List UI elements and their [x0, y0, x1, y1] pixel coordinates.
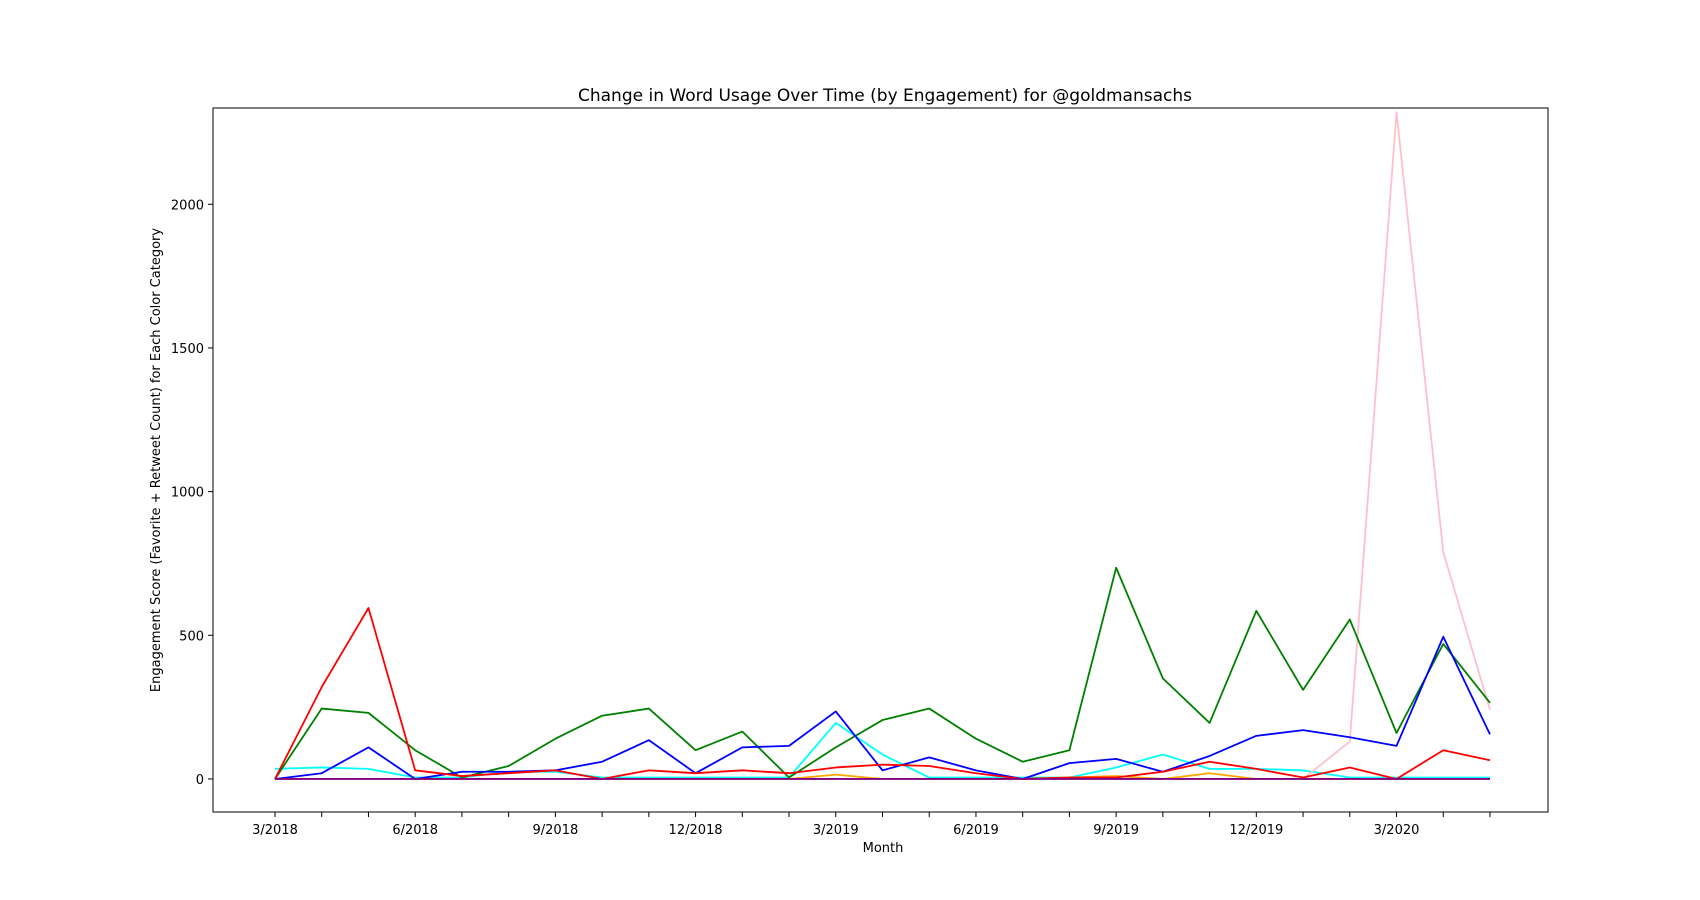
x-tick-label: 12/2018 — [669, 823, 723, 838]
y-axis: 0 500 1000 1500 2000 — [171, 198, 213, 788]
y-tick-label: 0 — [196, 773, 204, 788]
x-tick-label: 3/2020 — [1374, 823, 1420, 838]
x-tick-label: 3/2019 — [813, 823, 859, 838]
series-line-2 — [275, 111, 1491, 780]
x-tick-label: 9/2018 — [533, 823, 579, 838]
x-axis: 3/2018 6/2018 9/2018 12/2018 3/2019 6/2019 9/2… — [252, 812, 1491, 838]
x-tick-label: 3/2018 — [252, 823, 298, 838]
series-line-5 — [274, 607, 1491, 780]
series-line-4 — [274, 635, 1491, 780]
x-tick-label: 9/2019 — [1093, 823, 1139, 838]
x-tick-label: 6/2018 — [392, 823, 438, 838]
y-tick-label: 1000 — [171, 486, 204, 501]
y-tick-label: 500 — [179, 629, 204, 644]
chart-title: Change in Word Usage Over Time (by Engag… — [578, 86, 1192, 106]
plot-frame — [212, 107, 1549, 813]
y-tick-label: 2000 — [171, 198, 204, 213]
series-line-3 — [274, 566, 1491, 780]
x-tick-label: 6/2019 — [953, 823, 999, 838]
x-axis-label: Month — [863, 841, 904, 856]
y-axis-label: Engagement Score (Favorite + Retweet Cou… — [149, 228, 164, 692]
y-tick-label: 1500 — [171, 342, 204, 357]
x-tick-label: 12/2019 — [1229, 823, 1283, 838]
series-layer — [274, 111, 1491, 780]
